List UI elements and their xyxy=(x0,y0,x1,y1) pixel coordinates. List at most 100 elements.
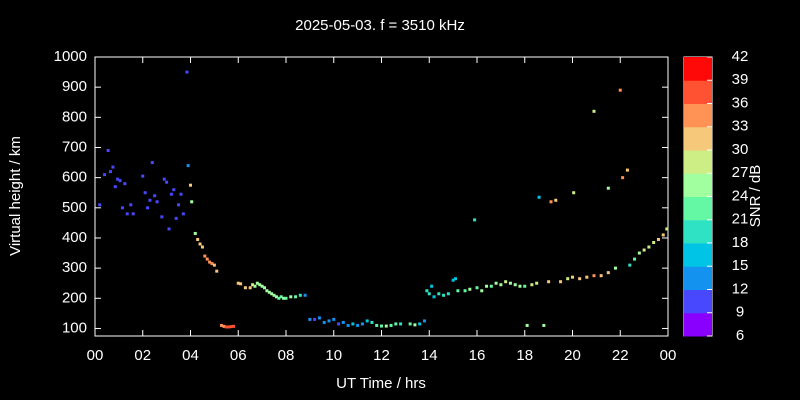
point xyxy=(267,290,271,294)
point xyxy=(190,200,194,204)
point xyxy=(408,322,412,326)
point xyxy=(332,317,336,321)
colorbar-tick-label: 21 xyxy=(732,211,749,228)
colorbar-tick-label: 39 xyxy=(732,71,749,88)
colorbar-tick-label: 42 xyxy=(732,48,749,65)
point xyxy=(270,292,274,296)
colorbar-tick-label: 30 xyxy=(732,141,749,158)
point xyxy=(116,177,120,181)
point xyxy=(253,284,257,288)
point xyxy=(236,281,240,285)
point xyxy=(513,283,517,287)
point xyxy=(554,198,558,202)
color-band xyxy=(684,196,712,221)
point xyxy=(549,200,553,204)
point xyxy=(585,275,589,279)
y-tick-label: 400 xyxy=(62,229,87,246)
point xyxy=(346,323,350,327)
x-tick-label: 04 xyxy=(182,347,199,364)
point xyxy=(160,215,164,219)
y-tick-label: 800 xyxy=(62,108,87,125)
point xyxy=(284,296,288,300)
point xyxy=(499,283,503,287)
point xyxy=(258,283,262,287)
point xyxy=(210,262,214,266)
point xyxy=(437,292,441,296)
point xyxy=(418,322,422,326)
point xyxy=(613,266,617,270)
point xyxy=(661,233,665,237)
point xyxy=(427,292,431,296)
point xyxy=(413,323,417,327)
point xyxy=(621,176,625,180)
point xyxy=(165,180,169,184)
point xyxy=(185,70,189,74)
colorbar-tick-label: 18 xyxy=(732,234,749,251)
point xyxy=(375,323,379,327)
point xyxy=(308,317,312,321)
plot-frame xyxy=(94,56,669,337)
point xyxy=(571,275,574,279)
point xyxy=(294,295,298,299)
point xyxy=(356,323,360,327)
color-band xyxy=(684,103,712,128)
colorbar-tick-label: 15 xyxy=(732,257,749,274)
point xyxy=(463,289,467,293)
point xyxy=(351,322,355,326)
point xyxy=(508,281,512,285)
point xyxy=(120,206,124,210)
point xyxy=(618,88,622,92)
x-tick-label: 00 xyxy=(87,347,104,364)
x-tick-label: 22 xyxy=(612,347,629,364)
point xyxy=(203,254,207,258)
point xyxy=(162,177,166,181)
point xyxy=(572,191,576,195)
point xyxy=(537,195,541,199)
point xyxy=(542,323,546,327)
y-tick-label: 300 xyxy=(62,259,87,276)
point xyxy=(647,245,651,249)
point xyxy=(341,320,345,324)
point xyxy=(186,164,190,168)
point xyxy=(208,260,212,264)
point xyxy=(606,271,610,275)
point xyxy=(337,322,341,326)
point xyxy=(111,165,115,169)
color-band xyxy=(684,126,712,151)
y-tick-label: 500 xyxy=(62,199,87,216)
colorbar-tick-label: 33 xyxy=(732,118,749,135)
point xyxy=(468,287,472,291)
point xyxy=(125,212,129,216)
point xyxy=(389,323,393,327)
point xyxy=(196,237,200,241)
point xyxy=(380,324,383,328)
point xyxy=(251,283,255,287)
point xyxy=(229,325,233,329)
x-tick-label: 06 xyxy=(230,347,247,364)
point xyxy=(451,278,455,282)
x-tick-label: 08 xyxy=(278,347,295,364)
point xyxy=(313,317,317,321)
point xyxy=(272,293,276,297)
point xyxy=(592,109,596,113)
x-tick-label: 00 xyxy=(660,347,677,364)
point xyxy=(243,286,247,290)
point xyxy=(98,203,102,207)
color-band xyxy=(684,150,712,174)
point xyxy=(637,251,641,255)
point xyxy=(566,277,570,281)
point xyxy=(322,320,326,324)
x-tick-label: 10 xyxy=(325,347,342,364)
colorbar-tick-label: 6 xyxy=(736,327,744,344)
point xyxy=(425,289,429,293)
point xyxy=(212,263,216,267)
x-axis-label: UT Time / hrs xyxy=(336,375,426,392)
point xyxy=(167,227,171,231)
point xyxy=(442,293,446,297)
point xyxy=(179,192,183,196)
point xyxy=(370,320,374,324)
point xyxy=(189,183,192,187)
point xyxy=(279,295,283,299)
point xyxy=(131,212,135,216)
